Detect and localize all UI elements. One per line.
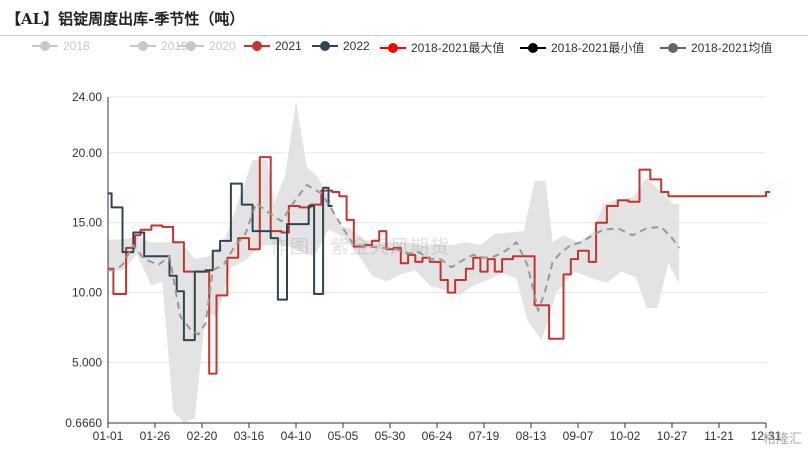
x-tick-label: 04-10	[281, 429, 312, 443]
x-tick-label: 10-02	[610, 429, 641, 443]
legend-label: 2018-2021最小值	[551, 41, 645, 55]
legend-item-2022[interactable]: 2022	[312, 39, 370, 53]
legend-label: 2019	[161, 39, 188, 53]
legend-marker-icon	[130, 40, 156, 52]
chart-title: 【AL】铝锭周度出库-季节性（吨）	[6, 10, 245, 28]
series-line-2022	[108, 182, 333, 342]
y-tick-label: 5.000	[72, 355, 102, 369]
series-line-2021	[108, 156, 770, 375]
legend-item-2020[interactable]: 2020	[178, 39, 236, 53]
y-tick-label: 15.00	[72, 216, 102, 230]
x-tick-label: 05-30	[375, 429, 406, 443]
legend-label: 2020	[209, 39, 236, 53]
y-tick-label: 24.00	[72, 90, 102, 104]
legend-marker-icon	[520, 42, 546, 54]
x-tick-label: 03-16	[234, 429, 265, 443]
x-tick-label: 09-07	[563, 429, 594, 443]
x-tick-label: 12-31	[751, 429, 782, 443]
legend-marker-icon	[244, 40, 270, 52]
legend-item-2018[interactable]: 2018	[32, 39, 90, 53]
legend-label: 2022	[343, 39, 370, 53]
legend-item-2021[interactable]: 2021	[244, 39, 302, 53]
x-tick-label: 05-05	[328, 429, 359, 443]
watermark: 作图：紫金天风期货	[270, 237, 451, 258]
legend-label: 2018-2021最大值	[411, 41, 505, 55]
range-band-2018-2021	[108, 101, 680, 423]
x-tick-label: 11-21	[704, 429, 734, 443]
brand-logo-text: 格隆汇	[762, 431, 802, 446]
x-tick-label: 01-26	[140, 429, 171, 443]
x-tick-label: 06-24	[422, 429, 453, 443]
x-tick-label: 02-20	[187, 429, 218, 443]
title-divider	[0, 35, 808, 36]
x-tick-label: 07-19	[469, 429, 500, 443]
legend-label: 2018	[63, 39, 90, 53]
legend-label: 2018-2021均值	[691, 41, 773, 55]
legend-marker-icon	[312, 40, 338, 52]
legend-marker-icon	[660, 42, 686, 54]
x-tick-label: 01-01	[93, 429, 124, 443]
legend-label: 2021	[275, 39, 302, 53]
x-tick-label: 08-13	[516, 429, 547, 443]
x-tick-label: 10-27	[657, 429, 688, 443]
legend-item-2019[interactable]: 2019	[130, 39, 188, 53]
y-tick-label: 20.00	[72, 146, 102, 160]
legend-item-2018-2021最大值[interactable]: 2018-2021最大值	[380, 39, 504, 56]
y-tick-label: 0.6660	[65, 416, 102, 430]
legend: 2018 2019 2020 2021 2022 2018-2021最大值 2018-202…	[0, 37, 808, 57]
legend-item-2018-2021最小值[interactable]: 2018-2021最小值	[520, 39, 644, 56]
legend-marker-icon	[380, 42, 406, 54]
legend-marker-icon	[178, 40, 204, 52]
legend-item-2018-2021均值[interactable]: 2018-2021均值	[660, 39, 772, 56]
legend-marker-icon	[32, 40, 58, 52]
series-line-2018-2021均值	[108, 184, 681, 336]
y-tick-label: 10.00	[72, 286, 102, 300]
